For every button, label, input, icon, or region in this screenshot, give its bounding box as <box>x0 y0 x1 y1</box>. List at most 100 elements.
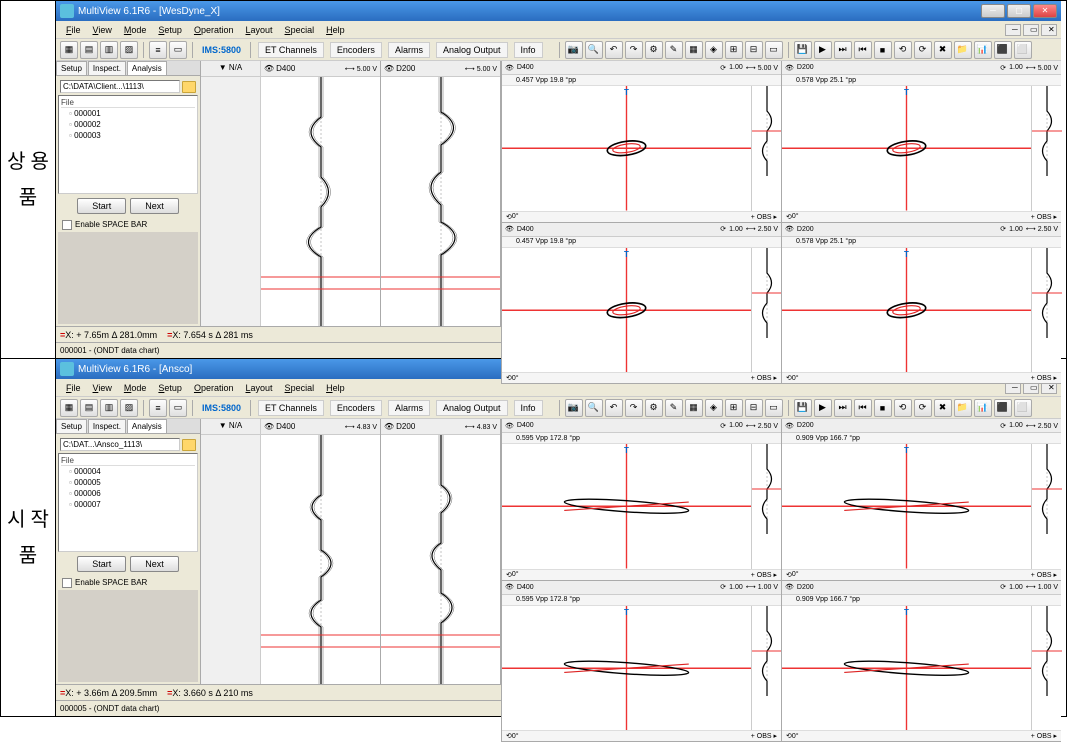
action-icon[interactable]: ⟲ <box>894 399 912 417</box>
tool-icon[interactable]: ▦ <box>685 41 703 59</box>
start-button[interactable]: Start <box>77 556 126 572</box>
menu-help[interactable]: Help <box>320 25 351 35</box>
menu-mode[interactable]: Mode <box>118 383 153 393</box>
tool-icon[interactable]: ↶ <box>605 399 623 417</box>
liss-plot[interactable]: T <box>782 248 1031 373</box>
menu-setup[interactable]: Setup <box>152 25 188 35</box>
tool-icon[interactable]: ⊟ <box>745 41 763 59</box>
action-icon[interactable]: ⏭ <box>834 399 852 417</box>
tool-icon[interactable]: ▦ <box>685 399 703 417</box>
file-list[interactable]: File 000004000005000006000007 <box>58 453 198 552</box>
layout-icon[interactable]: ▨ <box>120 399 138 417</box>
file-item[interactable]: 000006 <box>61 488 195 499</box>
close-button[interactable]: ✕ <box>1033 4 1057 18</box>
file-item[interactable]: 000002 <box>61 119 195 130</box>
view-icon[interactable]: ▭ <box>169 399 187 417</box>
action-icon[interactable]: ⟳ <box>914 399 932 417</box>
layout-icon[interactable]: ▥ <box>100 41 118 59</box>
tool-icon[interactable]: ◈ <box>705 41 723 59</box>
menu-file[interactable]: File <box>60 383 87 393</box>
action-icon[interactable]: ⏮ <box>854 399 872 417</box>
next-button[interactable]: Next <box>130 198 179 214</box>
section-et-channels[interactable]: ET Channels <box>258 42 324 58</box>
tool-icon[interactable]: ↷ <box>625 41 643 59</box>
menu-help[interactable]: Help <box>320 383 351 393</box>
liss-obs[interactable]: + OBS ▸ <box>1031 732 1057 740</box>
liss-obs[interactable]: + OBS ▸ <box>751 571 777 579</box>
section-et-channels[interactable]: ET Channels <box>258 400 324 416</box>
next-button[interactable]: Next <box>130 556 179 572</box>
view-icon[interactable]: ≡ <box>149 41 167 59</box>
tool-icon[interactable]: ↶ <box>605 41 623 59</box>
action-icon[interactable]: ⬛ <box>994 41 1012 59</box>
menu-mode[interactable]: Mode <box>118 25 153 35</box>
browse-folder-icon[interactable] <box>182 439 196 451</box>
liss-obs[interactable]: + OBS ▸ <box>1031 571 1057 579</box>
section-analog-output[interactable]: Analog Output <box>436 42 508 58</box>
liss-plot[interactable]: T <box>502 86 751 211</box>
liss-obs[interactable]: + OBS ▸ <box>751 732 777 740</box>
action-icon[interactable]: ▶ <box>814 399 832 417</box>
liss-obs[interactable]: + OBS ▸ <box>751 213 777 221</box>
file-item[interactable]: 000005 <box>61 477 195 488</box>
action-icon[interactable]: ⟳ <box>914 41 932 59</box>
start-button[interactable]: Start <box>77 198 126 214</box>
liss-obs[interactable]: + OBS ▸ <box>1031 374 1057 382</box>
path-input[interactable]: C:\DAT...\Ansco_1113\ <box>60 438 180 451</box>
action-icon[interactable]: ■ <box>874 41 892 59</box>
action-icon[interactable]: 💾 <box>794 399 812 417</box>
section-encoders[interactable]: Encoders <box>330 42 382 58</box>
action-icon[interactable]: ⬜ <box>1014 41 1032 59</box>
tool-icon[interactable]: ⊟ <box>745 399 763 417</box>
tool-icon[interactable]: ↷ <box>625 399 643 417</box>
tool-icon[interactable]: 📷 <box>565 41 583 59</box>
path-input[interactable]: C:\DATA\Client...\1113\ <box>60 80 180 93</box>
action-icon[interactable]: 📁 <box>954 399 972 417</box>
action-icon[interactable]: ✖ <box>934 399 952 417</box>
action-icon[interactable]: ⬜ <box>1014 399 1032 417</box>
liss-plot[interactable]: T <box>782 444 1031 569</box>
tool-icon[interactable]: 🔍 <box>585 41 603 59</box>
mdi-min-icon[interactable]: ─ <box>1005 24 1021 36</box>
action-icon[interactable]: ⟲ <box>894 41 912 59</box>
liss-plot[interactable]: T <box>502 444 751 569</box>
action-icon[interactable]: ✖ <box>934 41 952 59</box>
side-tab-analysis[interactable]: Analysis <box>127 419 167 433</box>
view-icon[interactable]: ≡ <box>149 399 167 417</box>
tool-icon[interactable]: 📷 <box>565 399 583 417</box>
tool-icon[interactable]: ▭ <box>765 41 783 59</box>
liss-obs[interactable]: + OBS ▸ <box>751 374 777 382</box>
action-icon[interactable]: ⏭ <box>834 41 852 59</box>
menu-operation[interactable]: Operation <box>188 25 240 35</box>
file-item[interactable]: 000004 <box>61 466 195 477</box>
menu-special[interactable]: Special <box>279 25 321 35</box>
menu-layout[interactable]: Layout <box>240 383 279 393</box>
action-icon[interactable]: 📊 <box>974 399 992 417</box>
side-tab-inspect[interactable]: Inspect. <box>88 61 126 75</box>
section-alarms[interactable]: Alarms <box>388 42 430 58</box>
file-item[interactable]: 000001 <box>61 108 195 119</box>
layout-icon[interactable]: ▥ <box>100 399 118 417</box>
side-tab-setup[interactable]: Setup <box>56 419 87 433</box>
tool-icon[interactable]: ⊞ <box>725 41 743 59</box>
section-alarms[interactable]: Alarms <box>388 400 430 416</box>
tool-icon[interactable]: 🔍 <box>585 399 603 417</box>
tool-icon[interactable]: ◈ <box>705 399 723 417</box>
liss-obs[interactable]: + OBS ▸ <box>1031 213 1057 221</box>
tool-icon[interactable]: ⊞ <box>725 399 743 417</box>
section-info[interactable]: Info <box>514 42 543 58</box>
view-icon[interactable]: ▭ <box>169 41 187 59</box>
layout-icon[interactable]: ▨ <box>120 41 138 59</box>
maximize-button[interactable]: ▢ <box>1007 4 1031 18</box>
liss-plot[interactable]: T <box>502 606 751 731</box>
action-icon[interactable]: ▶ <box>814 41 832 59</box>
liss-plot[interactable]: T <box>782 86 1031 211</box>
layout-icon[interactable]: ▦ <box>60 41 78 59</box>
action-icon[interactable]: 📊 <box>974 41 992 59</box>
section-encoders[interactable]: Encoders <box>330 400 382 416</box>
file-list[interactable]: File 000001000002000003 <box>58 95 198 194</box>
menu-file[interactable]: File <box>60 25 87 35</box>
side-tab-setup[interactable]: Setup <box>56 61 87 75</box>
liss-plot[interactable]: T <box>502 248 751 373</box>
menu-operation[interactable]: Operation <box>188 383 240 393</box>
